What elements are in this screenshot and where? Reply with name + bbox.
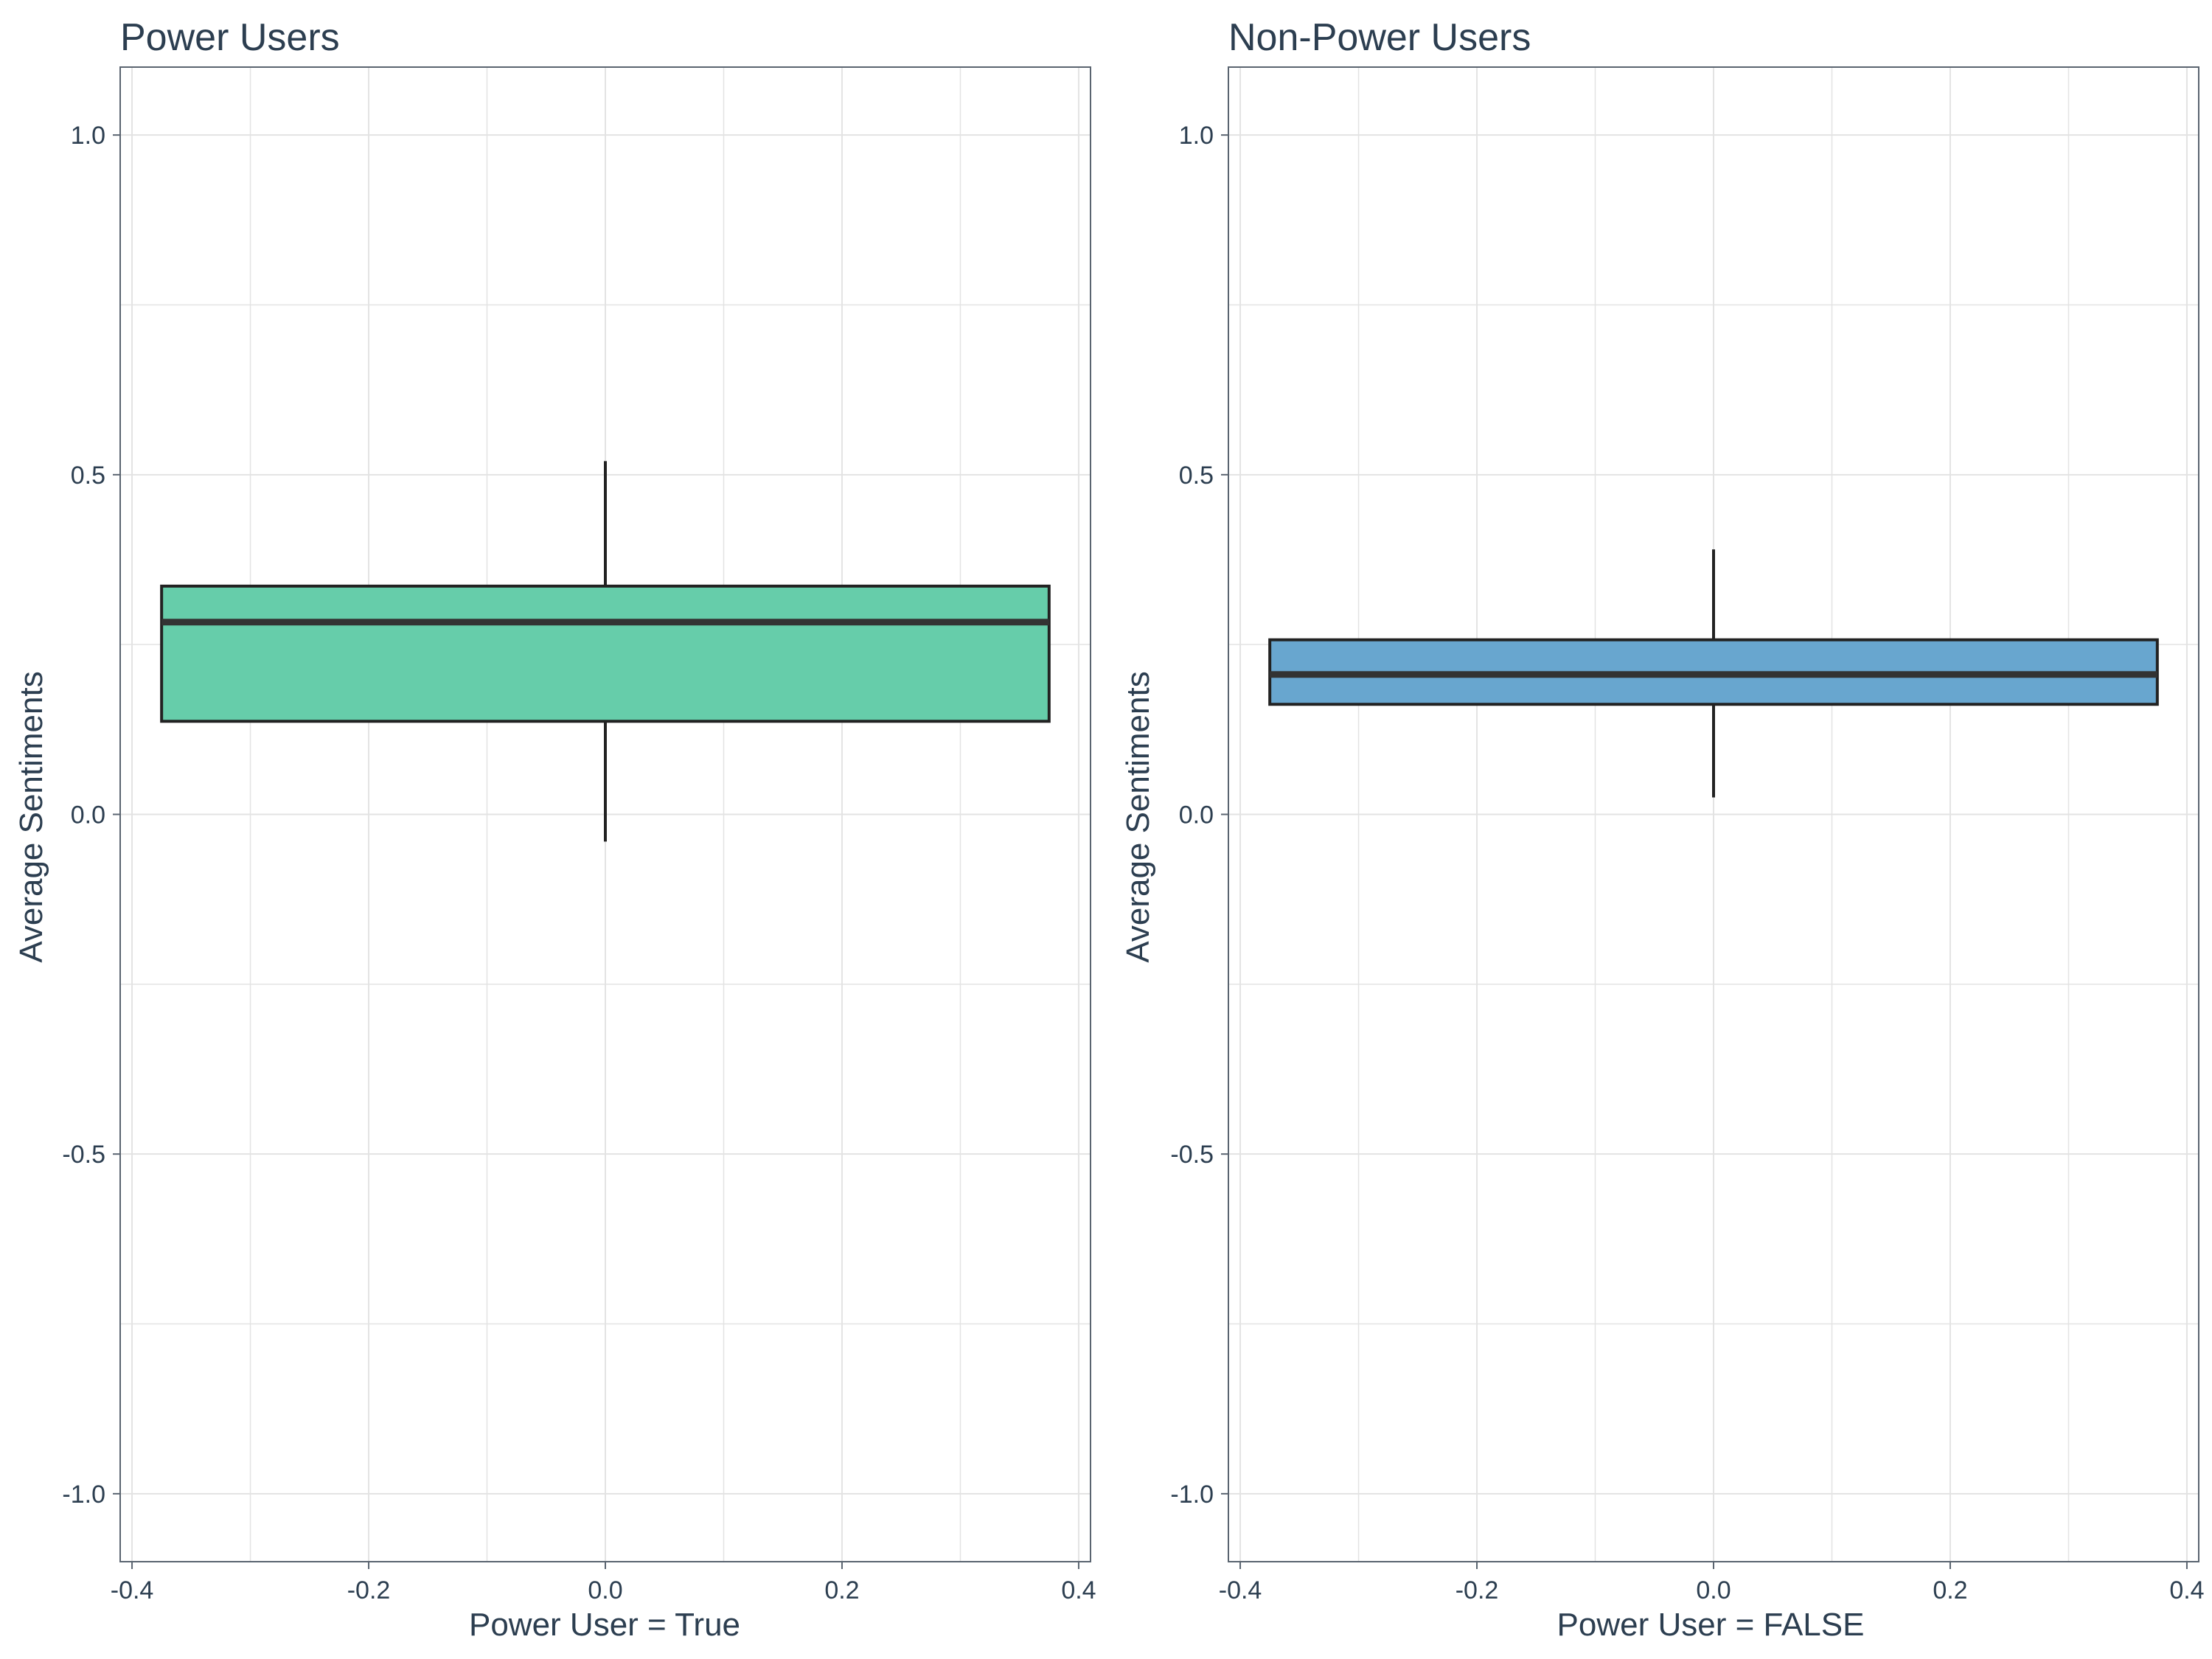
y-tick-label: 0.5	[71, 462, 105, 490]
y-axis-label: Average Sentiments	[1120, 671, 1156, 962]
x-axis-label: Power User = FALSE	[1557, 1607, 1865, 1643]
y-tick-label: -0.5	[62, 1141, 105, 1169]
x-tick-label: -0.4	[111, 1576, 154, 1604]
x-tick-label: 0.0	[1696, 1576, 1731, 1604]
panel-power-users: Power Users Power User = True Average Se…	[13, 16, 1096, 1643]
panel-title: Power Users	[120, 16, 340, 59]
x-axis-label: Power User = True	[469, 1607, 740, 1643]
y-tick-label: -0.5	[1170, 1141, 1214, 1169]
y-tick-label: 0.0	[71, 801, 105, 830]
box-iqr	[160, 584, 1051, 723]
y-tick-label: 1.0	[71, 122, 105, 150]
x-tick-label: -0.2	[347, 1576, 391, 1604]
x-tick-label: 0.2	[824, 1576, 859, 1604]
x-tick-label: 0.4	[1061, 1576, 1096, 1604]
plot-area: -0.4 -0.2 0.0 0.2 0.4 -1.0 -0.5 0.0 0.5 1.0	[1170, 66, 2205, 1604]
y-tick-label: 0.0	[1179, 801, 1214, 830]
panel-non-power-users: Non-Power Users Power User = FALSE Avera…	[1120, 16, 2205, 1643]
x-tick-label: 0.4	[2169, 1576, 2204, 1604]
x-tick-label: -0.2	[1455, 1576, 1499, 1604]
x-tick-label: 0.2	[1933, 1576, 1967, 1604]
y-tick-label: -1.0	[62, 1481, 105, 1509]
x-tick-label: 0.0	[588, 1576, 622, 1604]
panel-title: Non-Power Users	[1228, 16, 1531, 59]
y-axis-label: Average Sentiments	[13, 671, 49, 962]
y-tick-label: 1.0	[1179, 122, 1214, 150]
x-tick-label: -0.4	[1219, 1576, 1262, 1604]
plot-area: -0.4 -0.2 0.0 0.2 0.4 -1.0 -0.5 0.0 0.5 1.0	[62, 66, 1096, 1604]
y-tick-label: 0.5	[1179, 462, 1214, 490]
y-tick-label: -1.0	[1170, 1481, 1214, 1509]
